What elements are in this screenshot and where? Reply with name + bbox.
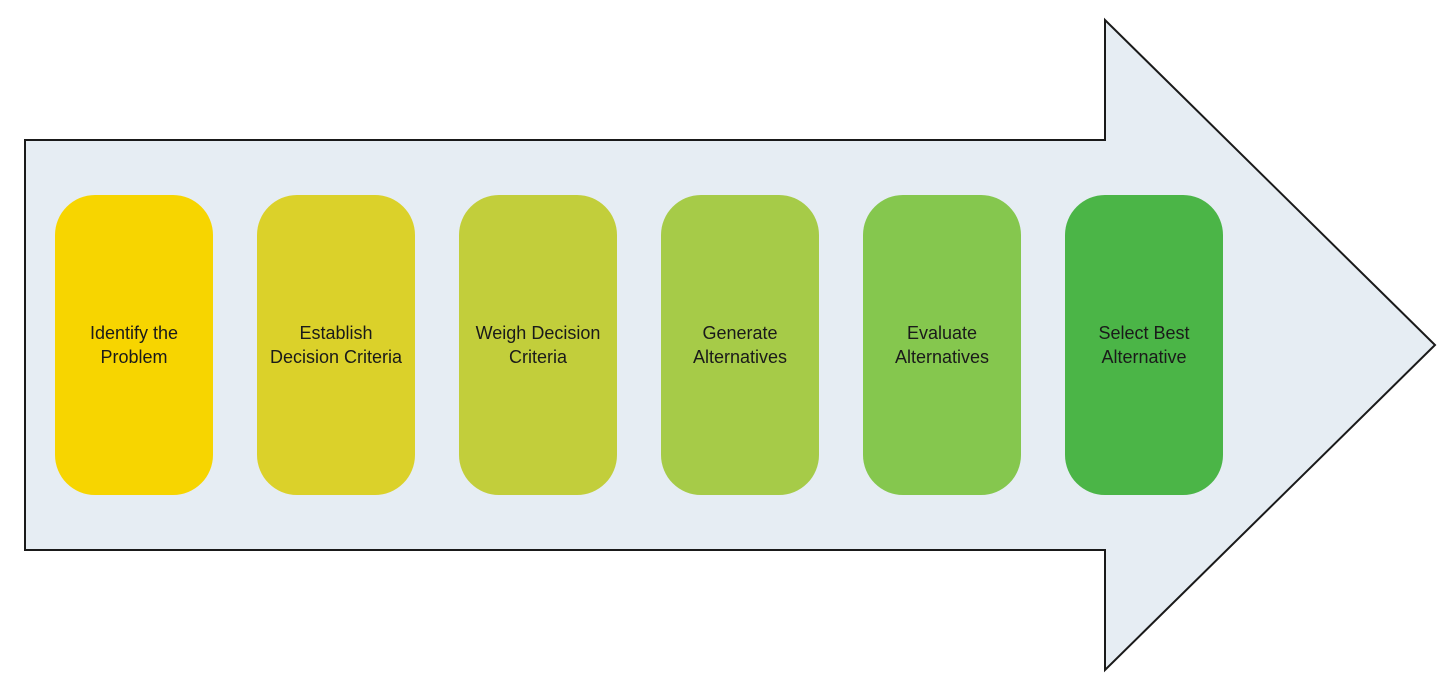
- step-label: Generate Alternatives: [673, 321, 807, 370]
- step-label: Weigh Decision Criteria: [471, 321, 605, 370]
- step-label: Identify the Problem: [67, 321, 201, 370]
- step-box-2: Establish Decision Criteria: [257, 195, 415, 495]
- step-box-3: Weigh Decision Criteria: [459, 195, 617, 495]
- step-label: Evaluate Alternatives: [875, 321, 1009, 370]
- step-box-4: Generate Alternatives: [661, 195, 819, 495]
- process-arrow-diagram: Identify the Problem Establish Decision C…: [0, 0, 1455, 690]
- step-label: Establish Decision Criteria: [269, 321, 403, 370]
- step-box-1: Identify the Problem: [55, 195, 213, 495]
- step-box-5: Evaluate Alternatives: [863, 195, 1021, 495]
- step-label: Select Best Alternative: [1077, 321, 1211, 370]
- step-box-6: Select Best Alternative: [1065, 195, 1223, 495]
- steps-container: Identify the Problem Establish Decision C…: [55, 195, 1223, 495]
